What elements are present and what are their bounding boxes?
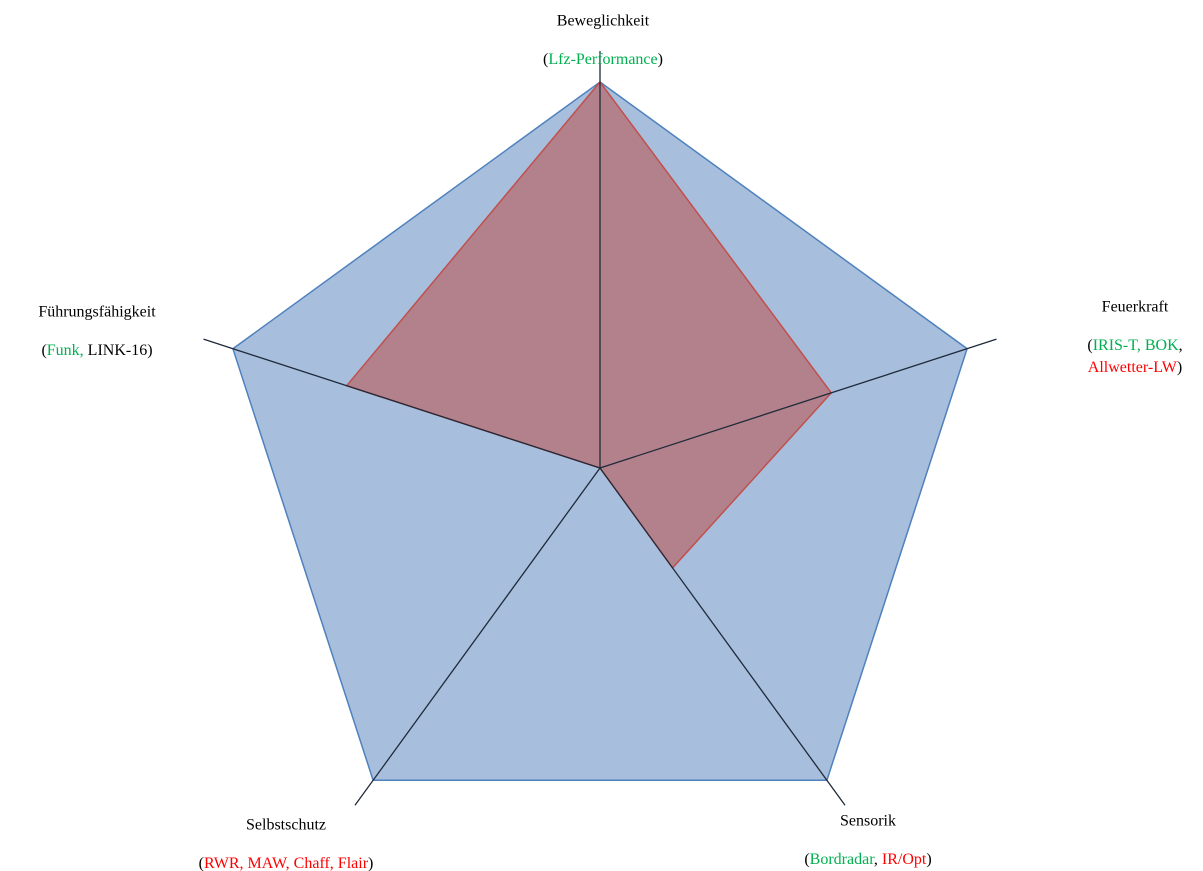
detail-part: Allwetter-LW <box>1088 359 1178 376</box>
detail-part: , <box>874 851 882 868</box>
axis-spoke <box>599 467 846 806</box>
detail-part: ( <box>543 51 548 68</box>
axis-label: Sensorik <box>840 813 896 830</box>
axis-label: Führungsfähigkeit <box>38 304 156 321</box>
detail-part: ( <box>1087 337 1092 354</box>
detail-part: Funk, <box>47 342 84 359</box>
detail-part: Bordradar <box>810 851 876 868</box>
axis-detail: (Lfz-Performance) <box>543 51 663 68</box>
axis-spoke <box>203 338 601 469</box>
detail-part: ( <box>41 342 46 359</box>
axis-spoke <box>354 467 601 806</box>
detail-part: ) <box>658 51 663 68</box>
detail-part: ( <box>199 855 204 871</box>
axis-detail: (Funk, LINK-16) <box>41 342 152 359</box>
axis-label: Beweglichkeit <box>557 13 650 30</box>
detail-part: ) <box>926 851 931 868</box>
detail-part: ) <box>368 855 373 871</box>
axis-detail: Allwetter-LW) <box>1088 359 1182 376</box>
detail-part: LINK-16) <box>84 342 153 359</box>
detail-part: Lfz-Performance <box>548 51 657 68</box>
axis-spoke <box>599 338 997 469</box>
axis-label: Selbstschutz <box>246 817 326 834</box>
detail-part: ( <box>804 851 809 868</box>
axis-detail: (RWR, MAW, Chaff, Flair) <box>199 855 374 871</box>
axis-detail: (Bordradar, IR/Opt) <box>804 851 931 868</box>
detail-part: IR/Opt <box>882 851 927 868</box>
detail-part: ) <box>1177 359 1182 376</box>
axis-label: Feuerkraft <box>1102 299 1169 316</box>
axis-detail: (IRIS-T, BOK, <box>1087 337 1182 354</box>
detail-part: , <box>1179 337 1183 354</box>
detail-part: IRIS-T, BOK <box>1093 337 1179 354</box>
detail-part: RWR, MAW, Chaff, Flair <box>204 855 369 871</box>
